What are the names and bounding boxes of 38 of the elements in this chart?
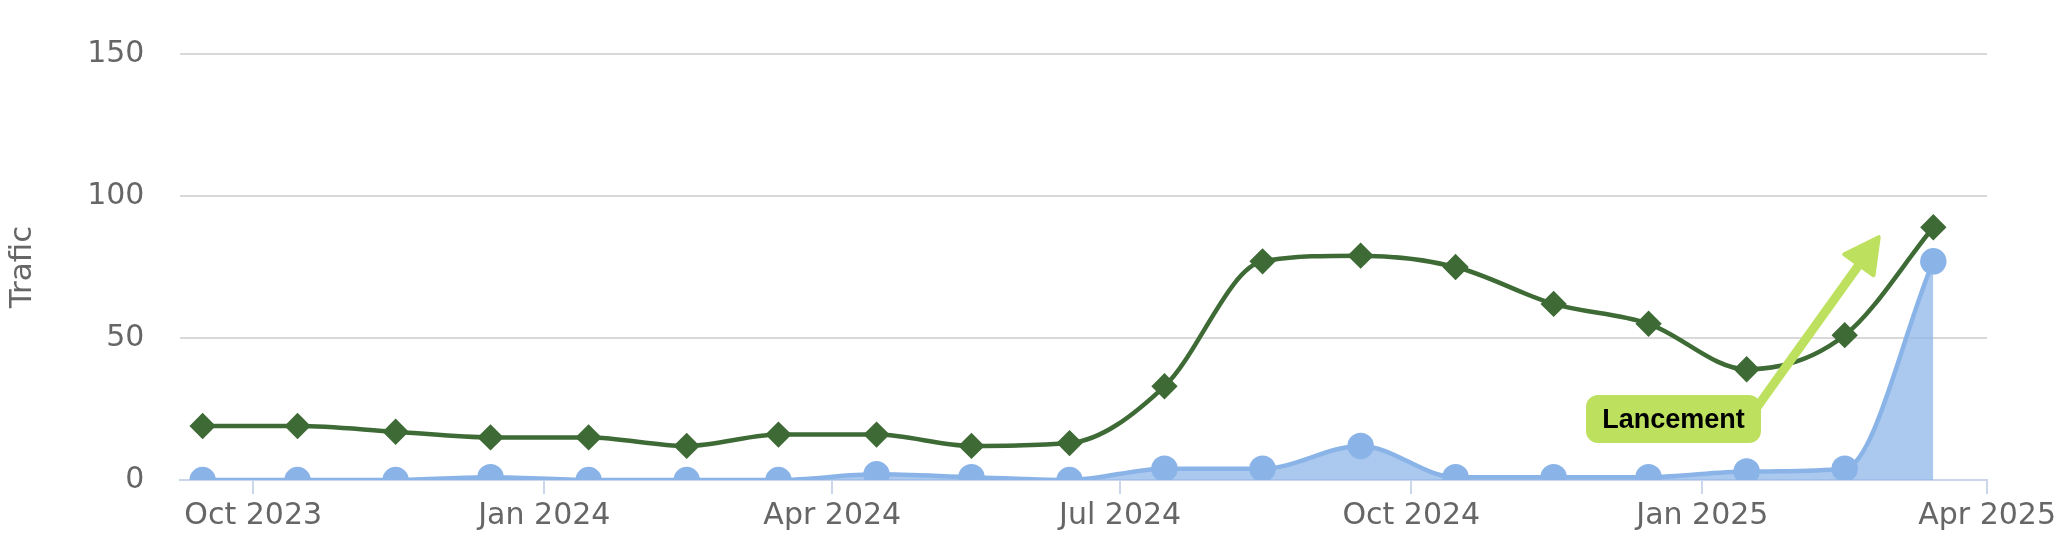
point bbox=[1920, 248, 1947, 275]
point bbox=[674, 433, 699, 459]
point bbox=[1832, 322, 1857, 348]
x-tick-label: Jan 2025 bbox=[1634, 495, 1769, 531]
point bbox=[1250, 249, 1275, 274]
point bbox=[1348, 243, 1373, 268]
point bbox=[1733, 458, 1760, 480]
y-tick-label: 50 bbox=[106, 317, 145, 353]
x-tick-label: Jan 2024 bbox=[476, 495, 611, 531]
x-tick-label: Oct 2023 bbox=[184, 495, 323, 531]
point bbox=[478, 425, 503, 450]
point bbox=[383, 419, 408, 444]
x-tick-label: Apr 2025 bbox=[1918, 495, 2057, 531]
annotation: Lancement bbox=[1586, 394, 1761, 444]
point bbox=[1151, 455, 1178, 480]
point bbox=[1541, 291, 1566, 317]
point bbox=[1921, 214, 1946, 240]
y-tick-label: 0 bbox=[125, 459, 145, 495]
point bbox=[1057, 430, 1082, 456]
point bbox=[864, 422, 889, 447]
point bbox=[285, 413, 310, 439]
y-tick-label: 100 bbox=[87, 175, 145, 211]
point bbox=[1152, 374, 1177, 399]
x-tick-label: Jul 2024 bbox=[1057, 495, 1182, 531]
point bbox=[190, 413, 215, 439]
point bbox=[1831, 455, 1858, 480]
point bbox=[1636, 311, 1661, 337]
x-tick-label: Oct 2024 bbox=[1342, 495, 1481, 531]
point bbox=[766, 422, 791, 447]
y-tick-label: 150 bbox=[87, 33, 145, 69]
point bbox=[1443, 254, 1468, 280]
point bbox=[576, 425, 601, 450]
point bbox=[1249, 455, 1276, 480]
point bbox=[1347, 432, 1374, 460]
y-axis-title: Trafic bbox=[1, 225, 38, 310]
point bbox=[959, 433, 984, 459]
x-tick-label: Apr 2024 bbox=[763, 495, 902, 531]
point bbox=[1734, 356, 1759, 382]
